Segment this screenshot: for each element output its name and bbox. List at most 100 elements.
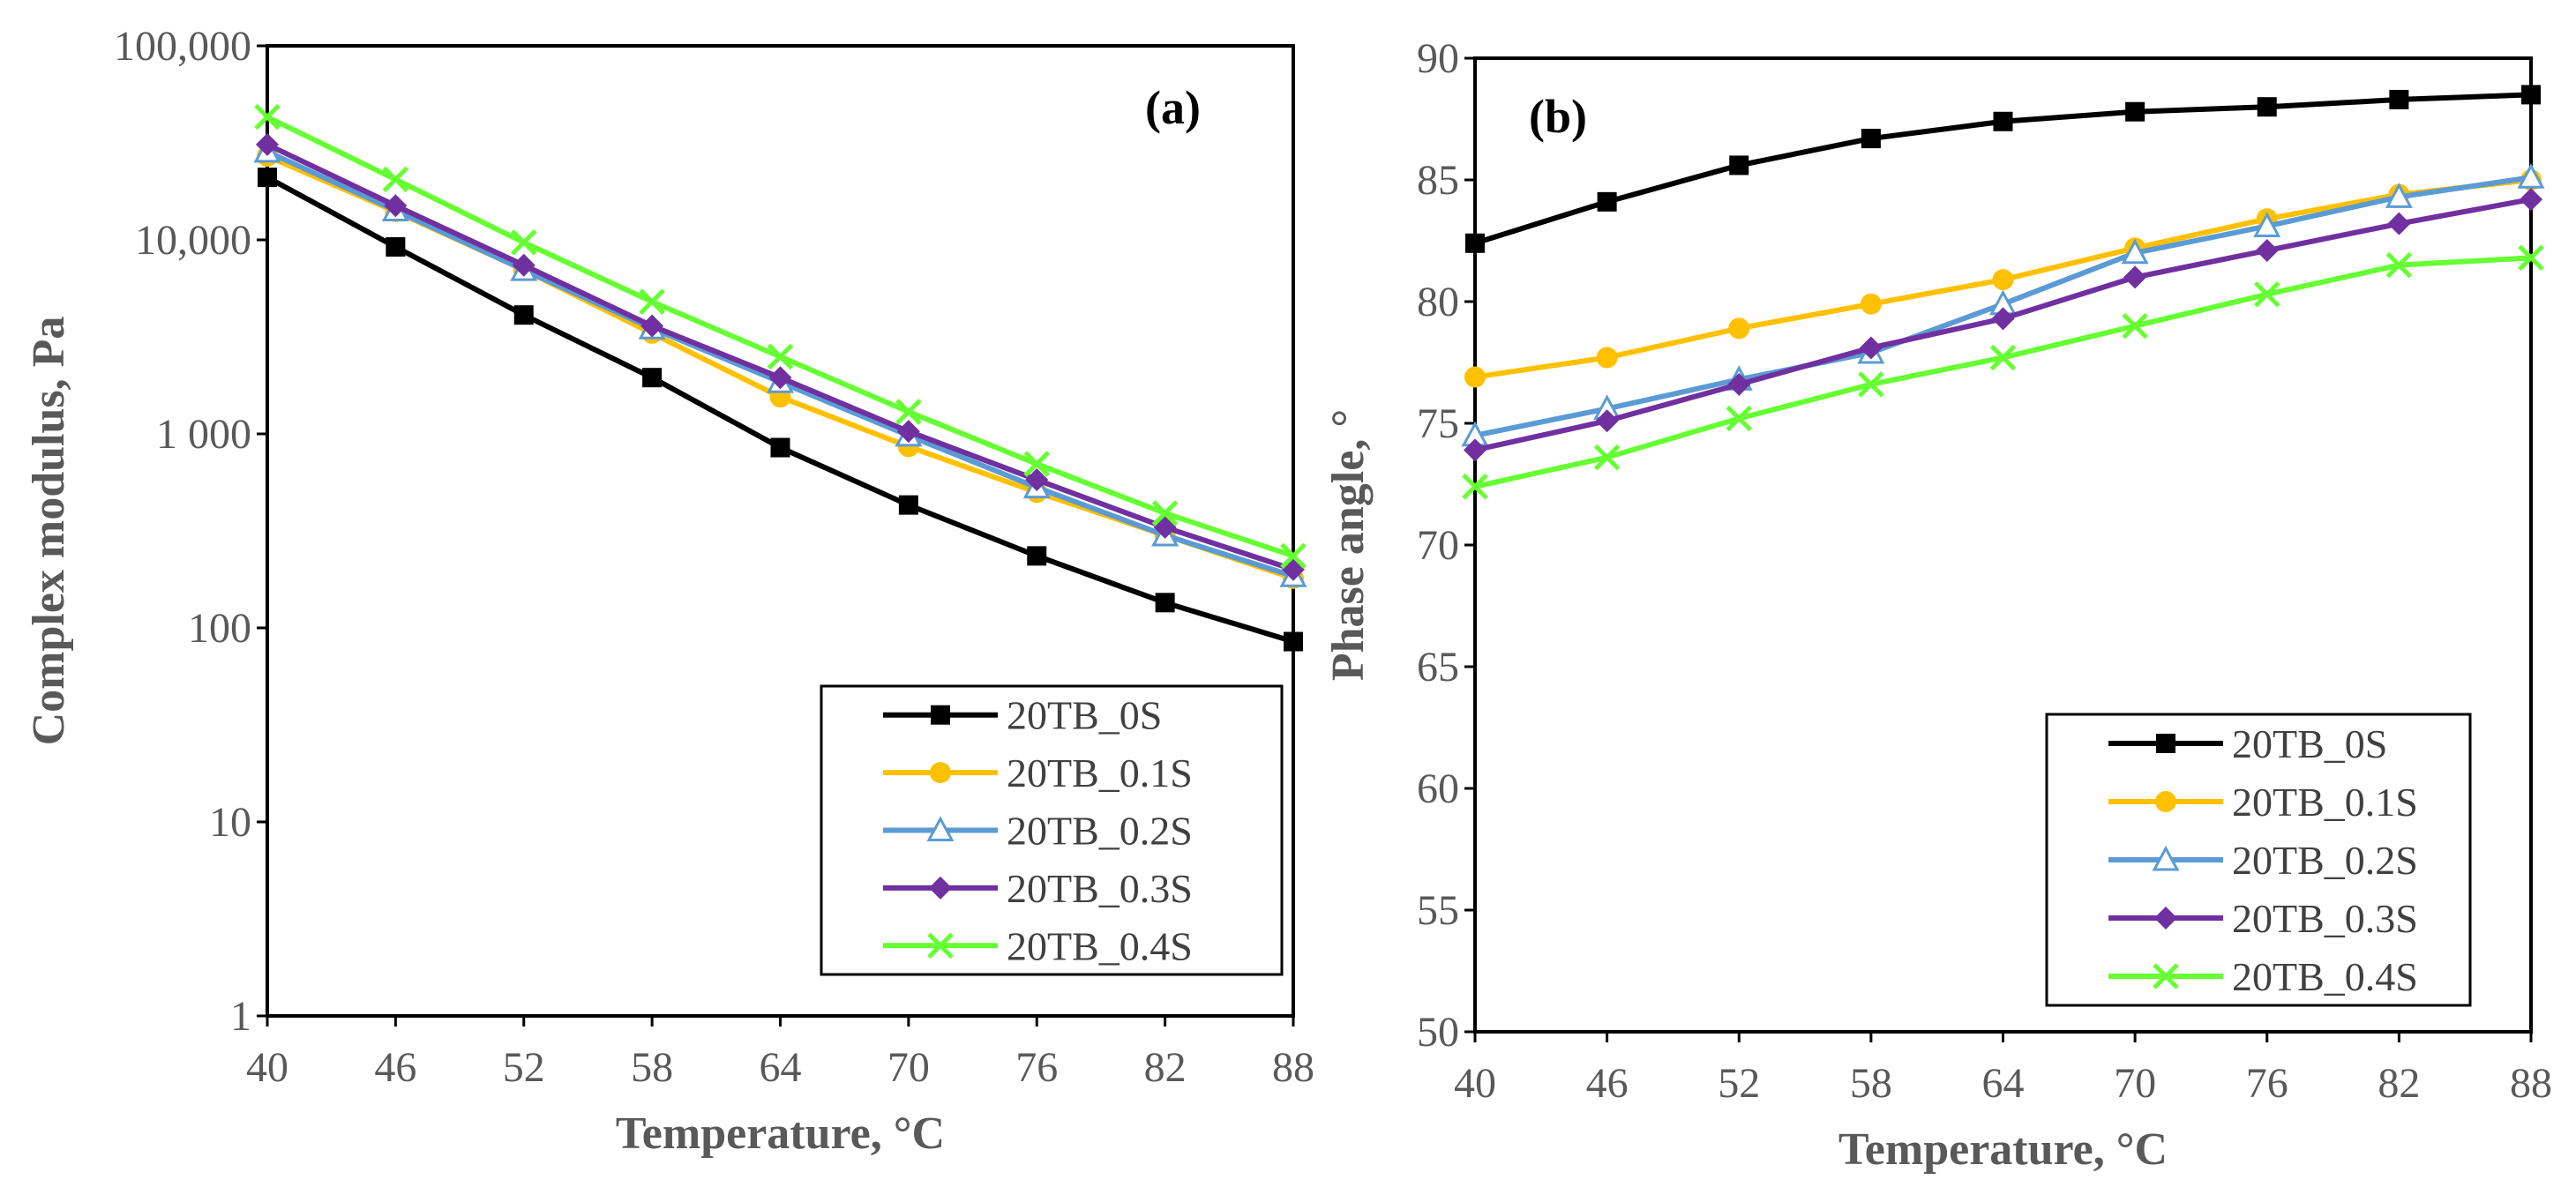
legend-item: 20TB_0.2S <box>2108 838 2418 883</box>
x-tick-label: 82 <box>2378 1060 2420 1107</box>
legend-swatch-marker <box>2153 963 2179 989</box>
data-point <box>2122 312 2148 340</box>
x-tick-label: 64 <box>1982 1060 2025 1107</box>
x-axis-ticks: 40 46 52 58 64 70 76 82 88 <box>246 1016 1314 1091</box>
series-20tb-0s <box>1465 85 2541 253</box>
data-point <box>2521 85 2541 105</box>
series-line <box>266 175 1294 645</box>
data-point <box>2385 183 2413 208</box>
legend-label: 20TB_0.3S <box>1007 866 1193 911</box>
data-point <box>254 103 281 131</box>
legend-item: 20TB_0.1S <box>883 750 1193 795</box>
legend-item: 20TB_0.1S <box>2108 780 2418 825</box>
legend: 20TB_0S 20TB_0.1S 20TB_0.2S 20TB_0.3S 20TB_0… <box>820 684 1284 976</box>
panel-b-y-axis-title: Phase angle, ° <box>1323 409 1374 681</box>
data-point <box>2387 212 2411 235</box>
data-point <box>2257 97 2277 117</box>
x-tick-label: 70 <box>2114 1060 2156 1107</box>
panel-a-complex-modulus-chart: (a) Temperature, °C Complex modulus, Pa … <box>24 23 1314 1159</box>
data-point <box>2518 244 2544 272</box>
data-point <box>510 229 537 256</box>
data-point <box>1992 269 2014 291</box>
data-point <box>642 368 663 388</box>
legend-swatch-marker <box>927 932 954 959</box>
data-point <box>639 288 665 315</box>
x-tick-label: 40 <box>246 1044 288 1091</box>
data-point <box>2389 89 2409 109</box>
data-point <box>1023 451 1051 477</box>
data-point <box>2121 238 2149 265</box>
y-tick-label: 70 <box>1417 522 1459 569</box>
data-point <box>513 305 534 325</box>
data-point <box>1728 317 1750 340</box>
data-point <box>1464 438 1486 462</box>
x-tick-label: 52 <box>503 1044 545 1091</box>
data-point <box>2517 163 2545 189</box>
data-point <box>1280 542 1307 570</box>
x-tick-label: 70 <box>887 1044 930 1091</box>
legend-item: 20TB_0S <box>883 693 1162 738</box>
data-point <box>1464 366 1486 388</box>
y-tick-label: 100,000 <box>114 23 251 70</box>
series-20tb-0-4s <box>1462 244 2544 500</box>
legend-item: 20TB_0S <box>2108 721 2387 766</box>
data-point <box>382 166 409 193</box>
panel-b-phase-angle-chart: (b) Temperature, °C Phase angle, ° 50 55 6… <box>1323 35 2552 1175</box>
legend-label: 20TB_0.4S <box>2232 954 2418 999</box>
legend-label: 20TB_0.1S <box>2232 780 2418 825</box>
legend-label: 20TB_0.2S <box>2232 838 2418 883</box>
series-20tb-0s <box>258 168 1303 652</box>
data-point <box>1860 293 1882 315</box>
data-point <box>2253 280 2280 308</box>
y-tick-label: 75 <box>1417 400 1459 447</box>
data-point <box>256 132 279 156</box>
x-tick-label: 76 <box>2246 1060 2288 1107</box>
panel-b-label: (b) <box>1529 90 1587 143</box>
legend-label: 20TB_0S <box>1007 693 1162 738</box>
data-point <box>895 399 922 425</box>
series-20tb-0-4s <box>254 103 1307 570</box>
y-tick-label: 100 <box>188 605 251 652</box>
x-tick-label: 46 <box>374 1044 416 1091</box>
data-point <box>2255 239 2279 263</box>
y-tick-label: 1 <box>230 993 251 1040</box>
y-tick-label: 60 <box>1417 765 1459 812</box>
panel-a-label: (a) <box>1145 81 1201 134</box>
data-point <box>258 168 277 188</box>
data-point <box>2520 188 2542 212</box>
data-point <box>2125 101 2145 122</box>
y-tick-label: 55 <box>1417 887 1459 934</box>
data-point <box>768 366 792 390</box>
data-point <box>1596 347 1618 369</box>
data-point <box>1993 111 2013 131</box>
y-tick-label: 65 <box>1417 644 1459 691</box>
data-point <box>1729 155 1749 175</box>
data-point <box>2385 251 2413 279</box>
data-point <box>1155 593 1175 613</box>
data-point <box>1991 307 2015 331</box>
data-point <box>384 194 408 218</box>
y-tick-label: 85 <box>1417 157 1459 204</box>
legend-swatch-marker <box>2156 734 2175 753</box>
data-point <box>2253 212 2281 237</box>
legend-swatch-marker <box>926 816 955 841</box>
data-point <box>767 343 794 370</box>
data-point <box>640 314 664 338</box>
data-point <box>1284 631 1303 652</box>
x-tick-label: 76 <box>1015 1044 1058 1091</box>
legend-label: 20TB_0.1S <box>1007 750 1193 795</box>
x-tick-label: 64 <box>760 1044 802 1091</box>
data-point <box>2123 265 2147 289</box>
panel-b-x-axis-title: Temperature, °C <box>1838 1124 2168 1175</box>
x-tick-label: 82 <box>1144 1044 1187 1091</box>
data-point <box>1462 473 1488 500</box>
x-tick-label: 58 <box>1850 1060 1892 1107</box>
data-point <box>1727 372 1751 396</box>
legend-swatch-marker <box>930 762 951 784</box>
legend-swatch-marker <box>931 705 950 725</box>
data-point <box>1027 546 1047 566</box>
y-tick-label: 10,000 <box>135 217 251 264</box>
y-axis-ticks: 50 55 60 65 70 75 80 85 90 <box>1417 35 1475 1056</box>
data-point <box>1859 336 1883 360</box>
x-tick-label: 88 <box>1272 1044 1314 1091</box>
